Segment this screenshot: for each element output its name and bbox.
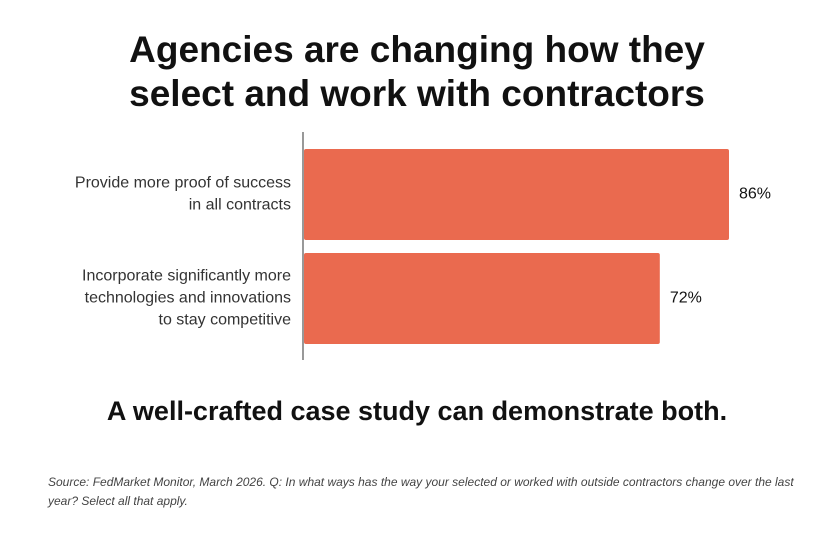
chart-title-line-2: select and work with contractors [129,73,705,114]
category-label-1: Provide more proof of success in all cont… [75,175,291,214]
chart-title: Agencies are changing how they select an… [0,28,834,116]
category-label-2-line-2: technologies and innovations [85,290,291,307]
source-note: Source: FedMarket Monitor, March 2026. Q… [48,475,794,508]
chart-title-line-1: Agencies are changing how they [129,29,705,70]
bar-1 [304,149,729,240]
category-label-2-line-1: Incorporate significantly more [82,268,291,285]
category-label-2-line-3: to stay competitive [159,312,292,329]
value-label-1: 86% [739,186,771,203]
value-label-2: 72% [670,290,702,307]
category-label-1-line-2: in all contracts [189,197,291,214]
bar-2 [304,253,660,344]
category-label-1-line-1: Provide more proof of success [75,175,291,192]
category-label-2: Incorporate significantly more technologi… [82,268,291,329]
tagline: A well-crafted case study can demonstrat… [106,396,728,426]
